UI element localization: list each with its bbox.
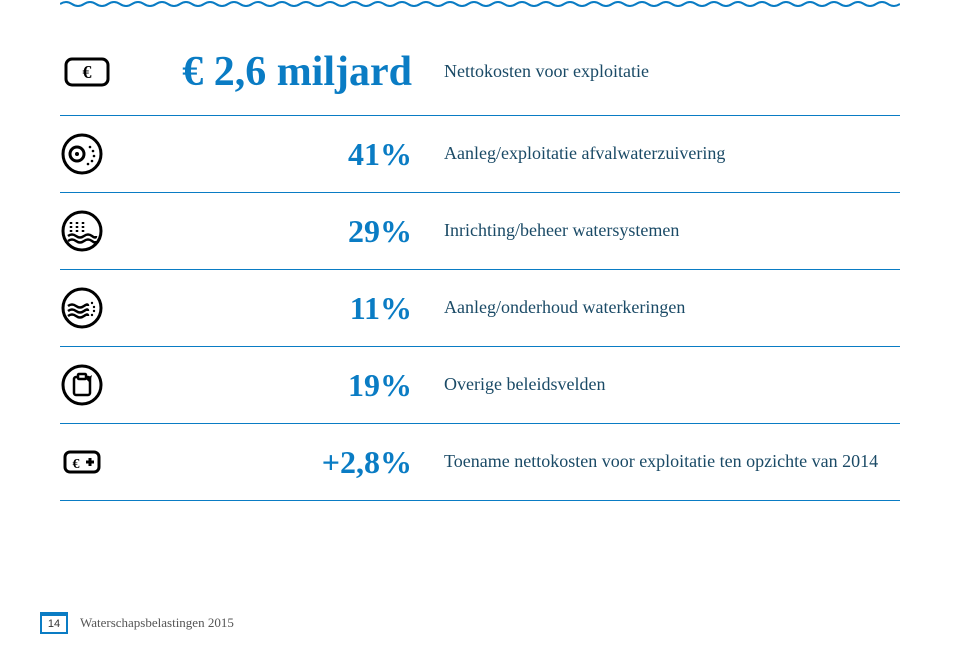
water-barrier-icon bbox=[60, 286, 130, 330]
stat-row: 11% Aanleg/onderhoud waterkeringen bbox=[60, 270, 900, 347]
euro-plus-icon: € bbox=[60, 440, 130, 484]
stat-value: 11% bbox=[130, 290, 440, 327]
doc-title: Waterschapsbelastingen 2015 bbox=[80, 615, 234, 631]
stat-value: € 2,6 miljard bbox=[130, 48, 440, 96]
stat-value: 41% bbox=[130, 136, 440, 173]
stat-row: 41% Aanleg/exploitatie afvalwaterzuiveri… bbox=[60, 116, 900, 193]
stat-value: 19% bbox=[130, 367, 440, 404]
stat-label: Nettokosten voor exploitatie bbox=[440, 60, 900, 83]
stat-label: Inrichting/beheer watersystemen bbox=[440, 219, 900, 242]
euro-banknote-icon: € bbox=[60, 45, 130, 99]
stat-rows: € € 2,6 miljard Nettokosten voor exploit… bbox=[60, 0, 900, 501]
page-number: 14 bbox=[48, 618, 60, 630]
stat-row: 29% Inrichting/beheer watersystemen bbox=[60, 193, 900, 270]
top-wave-decoration bbox=[60, 0, 900, 8]
water-system-icon bbox=[60, 209, 130, 253]
svg-text:€: € bbox=[73, 457, 80, 472]
stat-value: +2,8% bbox=[130, 444, 440, 481]
stat-row: 19% Overige beleidsvelden bbox=[60, 347, 900, 424]
page-number-badge: 14 bbox=[40, 612, 68, 634]
stat-value: 29% bbox=[130, 213, 440, 250]
stat-label: Toename nettokosten voor exploitatie ten… bbox=[440, 450, 900, 473]
stat-label: Overige beleidsvelden bbox=[440, 373, 900, 396]
page-footer: 14 Waterschapsbelastingen 2015 bbox=[40, 612, 234, 634]
svg-text:€: € bbox=[83, 62, 92, 82]
stat-label: Aanleg/exploitatie afvalwaterzuivering bbox=[440, 142, 900, 165]
stat-label: Aanleg/onderhoud waterkeringen bbox=[440, 296, 900, 319]
clipboard-icon bbox=[60, 363, 130, 407]
stat-row: € € 2,6 miljard Nettokosten voor exploit… bbox=[60, 28, 900, 116]
stat-row: € +2,8% Toename nettokosten voor exploit… bbox=[60, 424, 900, 501]
treatment-icon bbox=[60, 132, 130, 176]
